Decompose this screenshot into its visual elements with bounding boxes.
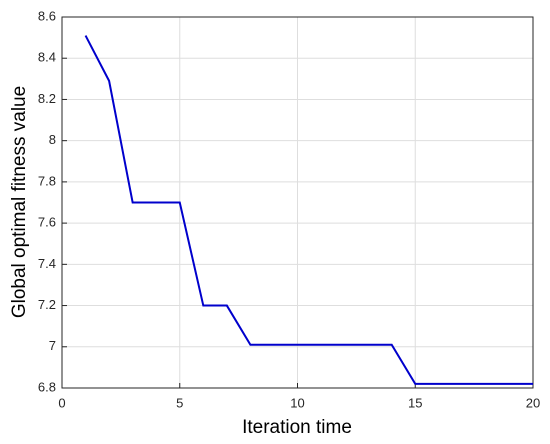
y-tick-label: 7	[49, 338, 56, 353]
y-tick-label: 7.6	[38, 215, 56, 230]
y-tick-label: 8	[49, 132, 56, 147]
data-line	[84, 35, 533, 385]
x-tick-label: 0	[58, 395, 65, 410]
x-tick-label: 5	[176, 395, 183, 410]
y-tick-label: 8.4	[38, 50, 56, 65]
y-tick-label: 7.4	[38, 256, 56, 271]
x-axis-title: Iteration time	[242, 417, 352, 438]
x-tick-label: 20	[526, 395, 540, 410]
y-tick-label: 7.8	[38, 173, 56, 188]
x-tick-label: 15	[408, 395, 422, 410]
y-tick-label: 7.2	[38, 297, 56, 312]
y-tick-label: 8.6	[38, 8, 56, 23]
x-tick-label: 10	[290, 395, 304, 410]
y-tick-label: 6.8	[38, 379, 56, 394]
y-tick-label: 8.2	[38, 91, 56, 106]
y-axis-title: Global optimal fitness value	[9, 86, 30, 318]
plot-frame	[61, 16, 534, 389]
